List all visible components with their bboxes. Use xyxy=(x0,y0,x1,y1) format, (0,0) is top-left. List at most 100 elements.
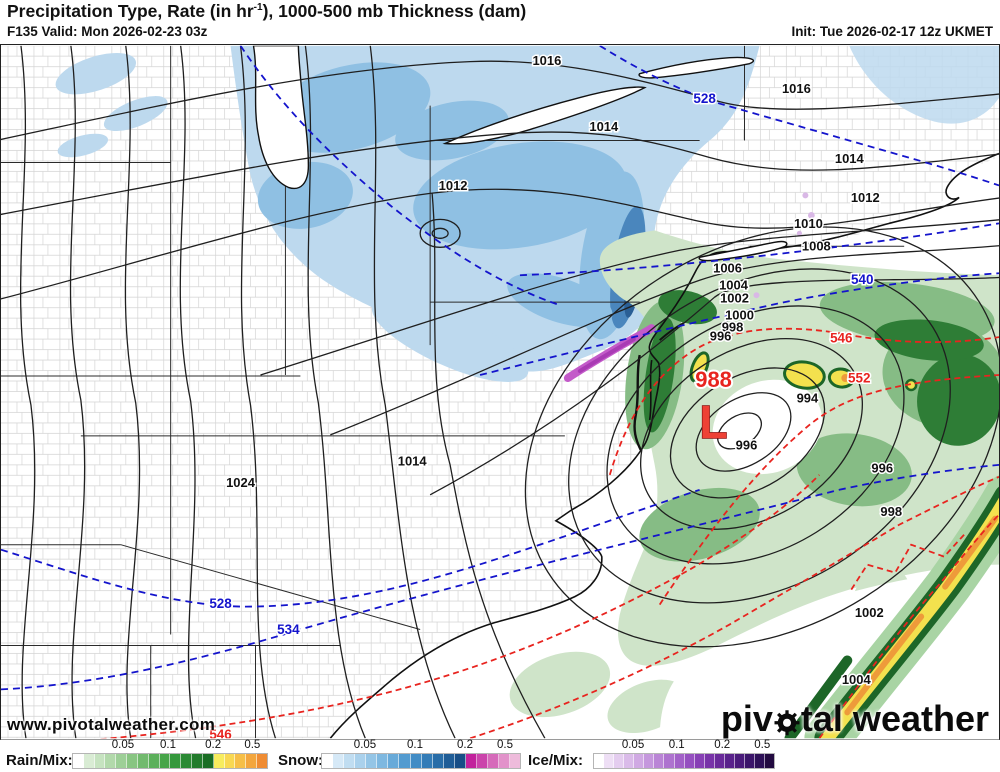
isobar-label: 1012 xyxy=(439,178,468,193)
state-borders-layer xyxy=(1,45,905,739)
legend-color-cell xyxy=(454,754,466,768)
legend-color-cell xyxy=(170,754,182,768)
legend-color-cell xyxy=(399,754,411,768)
legend-color-cell xyxy=(192,754,203,768)
legend-color-cell xyxy=(476,754,488,768)
legend-color-cell xyxy=(744,754,755,768)
legend-color-cell xyxy=(487,754,499,768)
legend-color-cell xyxy=(105,754,117,768)
thickness-label-warm: 546 xyxy=(209,727,231,739)
legend-color-cell xyxy=(499,754,511,768)
legend-color-cell xyxy=(734,754,745,768)
isobar-label: 1014 xyxy=(835,151,865,166)
legend-tick: 0.5 xyxy=(754,739,771,751)
legend-color-cell xyxy=(333,754,345,768)
contour-labels-layer: 1016 1014 1012 1016 1014 1012 1010 1008 1006 1004… xyxy=(208,52,904,739)
low-pressure-symbol: L xyxy=(700,396,728,448)
county-lines-layer xyxy=(1,45,999,739)
isobar-label: 1024 xyxy=(226,475,256,490)
legend-color-cell xyxy=(765,754,775,768)
legend-color-cell xyxy=(724,754,735,768)
isobar-label: 996 xyxy=(736,437,758,452)
gear-icon xyxy=(772,707,802,737)
legend-color-cell xyxy=(366,754,378,768)
legend-color-cell xyxy=(246,754,258,768)
legend-color-cell xyxy=(116,754,128,768)
thickness-label-warm: 546 xyxy=(830,331,852,346)
isobar-label: 998 xyxy=(722,320,744,335)
forecast-valid-time: F135 Valid: Mon 2026-02-23 03z xyxy=(7,24,208,39)
legend-color-cell xyxy=(322,754,334,768)
legend-color-cell xyxy=(624,754,635,768)
isobar-label: 1014 xyxy=(398,453,428,468)
legend-color-cell xyxy=(594,754,605,768)
coastline-layer xyxy=(252,45,999,739)
legend-color-cell xyxy=(73,754,84,768)
precip-rate-legend: Rain/Mix: 0.05 0.1 0.2 0.5 Snow: 0.05 0.1 0.2 0.5… xyxy=(0,739,1000,772)
isobar-label: 1002 xyxy=(855,605,884,620)
legend-tick: 0.2 xyxy=(205,739,222,751)
legend-color-cell xyxy=(410,754,422,768)
logo-text-piv: piv xyxy=(720,698,773,739)
legend-tick: 0.5 xyxy=(497,739,513,751)
legend-color-cell xyxy=(443,754,455,768)
isobar-label: 1016 xyxy=(782,81,811,96)
thickness-label-warm: 552 xyxy=(848,371,870,386)
isobar-label: 1006 xyxy=(713,261,742,276)
thickness-label-cold: 528 xyxy=(693,91,716,106)
legend-colorbar xyxy=(321,753,521,769)
legend-tick: 0.2 xyxy=(457,739,473,751)
low-pressure-value: 988 xyxy=(695,367,732,392)
legend-color-cell xyxy=(94,754,106,768)
thickness-label-cold: 528 xyxy=(209,596,232,611)
legend-label-icemix: Ice/Mix: xyxy=(528,752,584,769)
legend-color-cell xyxy=(465,754,477,768)
legend-color-cell xyxy=(257,754,267,768)
isobar-label: 1012 xyxy=(851,190,880,205)
thickness-label-cold: 534 xyxy=(277,622,300,637)
pivotal-weather-logo: piv tal weather xyxy=(721,701,989,737)
legend-color-cell xyxy=(644,754,655,768)
ice-band-layer xyxy=(563,192,815,383)
title-superscript: -1 xyxy=(253,2,263,14)
thickness-label-cold: 540 xyxy=(851,272,873,287)
isobar-label: 1014 xyxy=(589,119,619,134)
legend-color-cell xyxy=(421,754,433,768)
legend-color-cell xyxy=(704,754,715,768)
thickness-warm-layer xyxy=(100,327,999,739)
legend-color-cell xyxy=(127,754,138,768)
legend-tick: 0.1 xyxy=(160,739,177,751)
logo-text-tal-weather: tal weather xyxy=(800,698,989,739)
isobar-label: 1002 xyxy=(720,291,749,306)
legend-color-cell xyxy=(235,754,247,768)
watermark-url: www.pivotalweather.com xyxy=(7,715,216,734)
legend-color-cell xyxy=(159,754,171,768)
isobar-label: 1010 xyxy=(794,216,823,231)
legend-color-cell xyxy=(148,754,160,768)
thickness-cold-layer xyxy=(1,45,999,691)
legend-tick: 0.2 xyxy=(714,739,731,751)
legend-color-cell xyxy=(694,754,705,768)
model-init-time: Init: Tue 2026-02-17 12z UKMET xyxy=(791,24,993,39)
isobar-label: 1004 xyxy=(842,672,872,687)
legend-colorbar xyxy=(593,753,775,769)
legend-color-cell xyxy=(654,754,665,768)
legend-color-cell xyxy=(344,754,356,768)
forecast-map[interactable]: 1016 1014 1012 1016 1014 1012 1010 1008 1006 1004… xyxy=(0,44,1000,741)
legend-color-cell xyxy=(634,754,645,768)
isobar-label: 994 xyxy=(797,390,819,405)
legend-color-cell xyxy=(377,754,389,768)
legend-label-snow: Snow: xyxy=(278,752,323,769)
legend-color-cell xyxy=(181,754,193,768)
legend-color-cell xyxy=(684,754,695,768)
page-title: Precipitation Type, Rate (in hr-1), 1000… xyxy=(7,1,526,22)
legend-color-cell xyxy=(755,754,766,768)
legend-color-cell xyxy=(355,754,367,768)
isobar-label: 996 xyxy=(871,460,893,475)
legend-color-cell xyxy=(432,754,444,768)
legend-label-rainmix: Rain/Mix: xyxy=(6,752,73,769)
legend-tick: 0.1 xyxy=(668,739,685,751)
isobar-label: 1016 xyxy=(532,53,561,68)
isobar-layer xyxy=(1,45,999,739)
